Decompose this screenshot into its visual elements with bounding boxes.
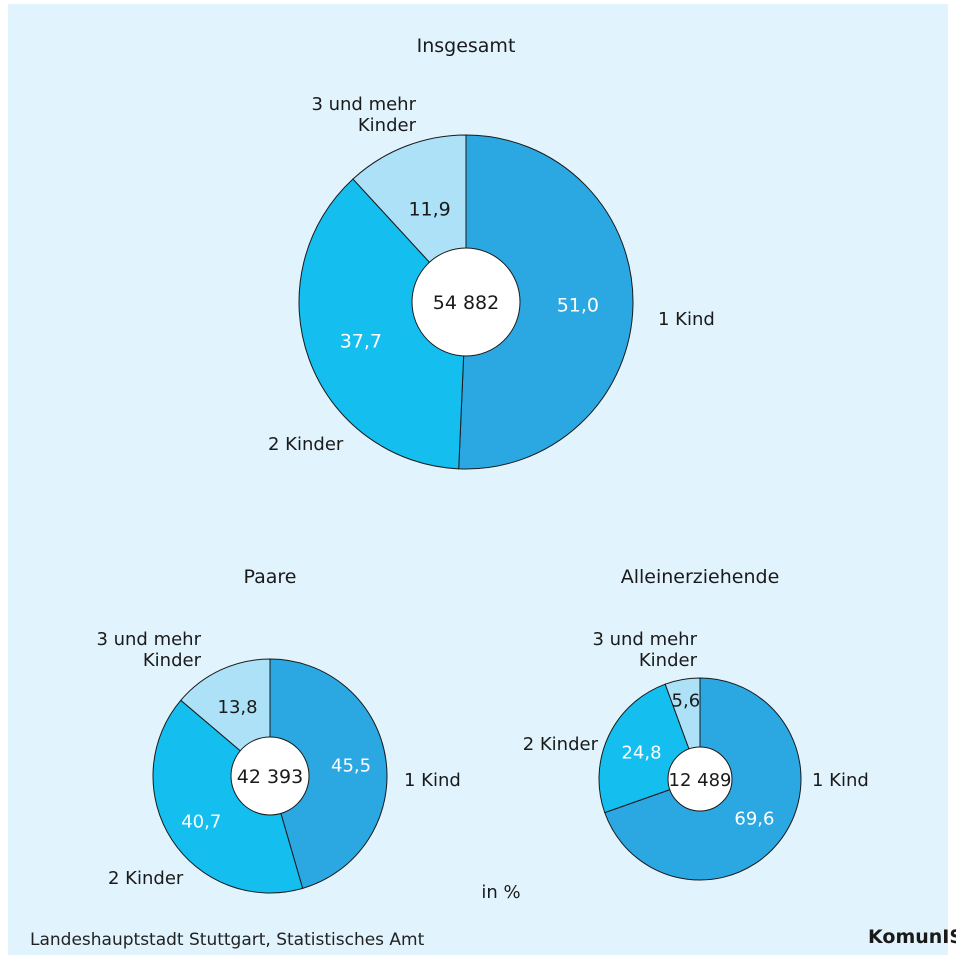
donut-hole [230,736,310,816]
total-label: 12 489 [669,770,732,791]
donut-hole [667,746,733,812]
category-label-1-kind: 1 Kind [404,770,461,791]
value-label-2-kinder: 37,7 [340,330,382,352]
value-label-1-kind: 45,5 [331,755,371,776]
value-label-3-und-mehr-kinder: 11,9 [408,199,450,221]
chart-title: Alleinerziehende [621,566,780,588]
total-label: 42 393 [237,766,303,788]
donut-hole [411,247,521,357]
category-label-3-und-mehr-kinder: 3 und mehr Kinder [96,629,201,671]
category-label-3-und-mehr-kinder: 3 und mehr Kinder [592,629,697,671]
value-label-2-kinder: 24,8 [621,742,661,763]
slice-1-kind [269,658,388,889]
chart-title: Insgesamt [417,35,516,57]
value-label-1-kind: 51,0 [557,294,599,316]
source-note: Landeshauptstadt Stuttgart, Statistische… [30,930,425,950]
unit-label: in % [481,882,520,903]
category-label-3-und-mehr-kinder: 3 und mehr Kinder [311,94,416,136]
value-label-3-und-mehr-kinder: 5,6 [672,690,701,711]
category-label-2-kinder: 2 Kinder [268,434,344,455]
chart-title: Paare [244,566,297,588]
donut-chart-1: Paare 45,5 40,7 13,8 42 393 1 Kind 2 Kinder 3 u… [96,566,461,894]
donut-chart-0: Insgesamt 51,0 37,7 11,9 54 882 1 Kind 2 Kinde… [268,35,715,470]
slice-2-kinder [152,699,304,894]
category-label-1-kind: 1 Kind [658,309,715,330]
category-label-1-kind: 1 Kind [812,770,869,791]
slice-1-kind [458,134,634,470]
value-label-3-und-mehr-kinder: 13,8 [218,697,258,718]
value-label-2-kinder: 40,7 [181,812,221,833]
category-label-2-kinder: 2 Kinder [108,868,184,889]
total-label: 54 882 [433,292,499,314]
slice-2-kinder [298,178,467,470]
komunis-logo: KomunIS [868,926,956,948]
category-label-2-kinder: 2 Kinder [523,734,599,755]
value-label-1-kind: 69,6 [734,809,774,830]
donut-chart-2: Alleinerziehende 69,6 24,8 5,6 12 489 1 Kind 2… [523,566,869,881]
